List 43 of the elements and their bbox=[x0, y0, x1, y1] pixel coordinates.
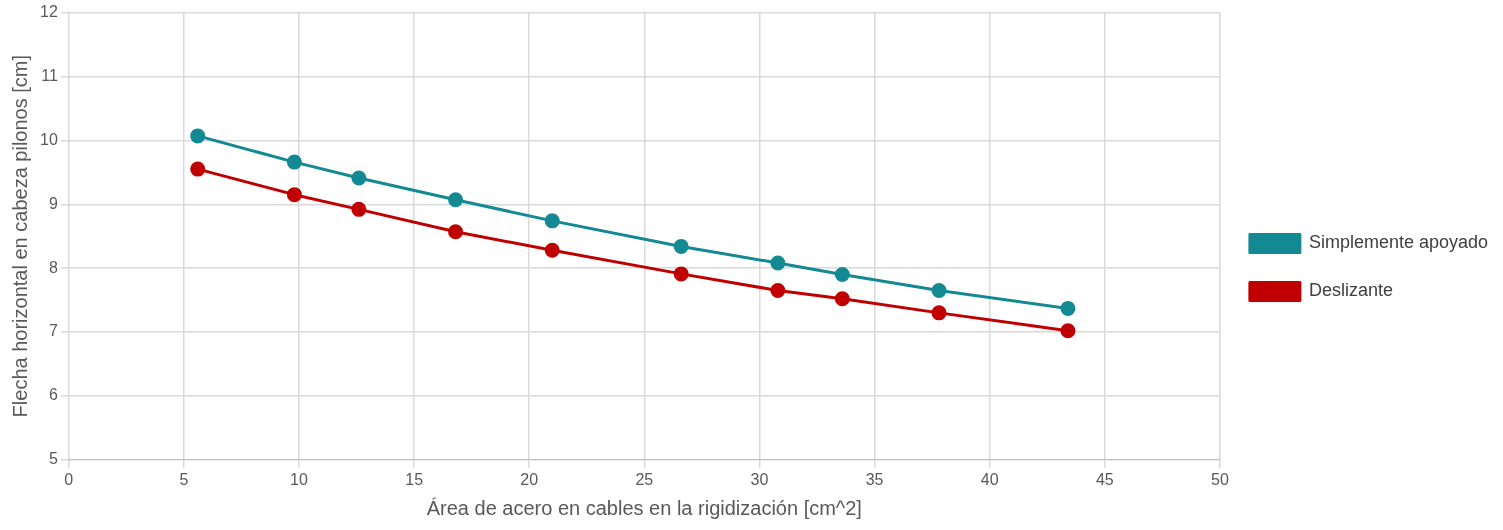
x-tick-label: 0 bbox=[64, 470, 74, 488]
x-tick-label: 25 bbox=[635, 470, 654, 488]
point bbox=[286, 187, 302, 203]
x-tick-label: 50 bbox=[1210, 470, 1229, 488]
y-tick-label: 10 bbox=[40, 130, 58, 148]
x-tick-label: 30 bbox=[750, 470, 769, 488]
point bbox=[834, 267, 850, 283]
point bbox=[1060, 300, 1076, 316]
point bbox=[770, 255, 786, 271]
point bbox=[673, 266, 689, 282]
x-tick-label: 45 bbox=[1095, 470, 1114, 488]
point bbox=[448, 192, 464, 208]
point bbox=[673, 238, 689, 254]
x-tick-label: 15 bbox=[405, 470, 424, 488]
x-tick-label: 20 bbox=[520, 470, 539, 488]
point bbox=[286, 154, 302, 170]
point bbox=[190, 161, 206, 177]
y-tick-label: 7 bbox=[48, 322, 58, 340]
y-tick-label: 12 bbox=[40, 3, 58, 21]
y-tick-label: 9 bbox=[48, 194, 58, 212]
point bbox=[834, 291, 850, 307]
y-tick-label: 11 bbox=[41, 66, 58, 84]
point bbox=[1060, 323, 1076, 339]
legend-label: Deslizante bbox=[1308, 280, 1393, 301]
point bbox=[351, 201, 367, 217]
y-tick-label: 5 bbox=[48, 450, 58, 468]
x-tick-label: 40 bbox=[980, 470, 999, 488]
point bbox=[190, 128, 206, 144]
point bbox=[931, 305, 947, 321]
legend-label: Simplemente apoyado bbox=[1308, 232, 1489, 253]
x-tick-label: 5 bbox=[179, 470, 189, 488]
point bbox=[448, 224, 464, 240]
point bbox=[351, 170, 367, 186]
x-tick-label: 10 bbox=[290, 470, 309, 488]
x-axis-title: Área de acero en cables en la rigidización [cm^2] bbox=[426, 496, 862, 519]
x-tick-label: 35 bbox=[865, 470, 884, 488]
point bbox=[544, 242, 560, 258]
point bbox=[770, 283, 786, 298]
y-tick-label: 6 bbox=[48, 386, 58, 404]
y-axis-title: Flecha horizontal en cabeza pilonos [cm] bbox=[8, 54, 31, 418]
y-tick-label: 8 bbox=[48, 258, 58, 276]
point bbox=[931, 283, 947, 298]
point bbox=[544, 213, 560, 229]
